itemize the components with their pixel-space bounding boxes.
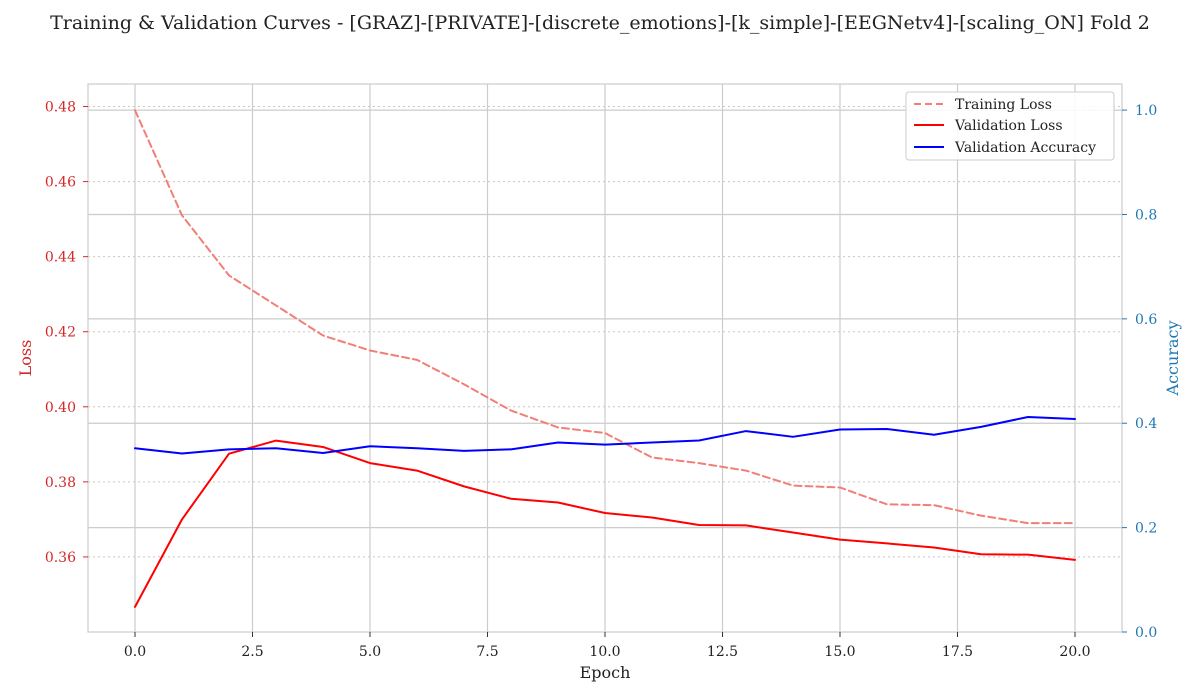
- y-left-tick-label: 0.36: [45, 550, 76, 566]
- x-tick-label: 17.5: [942, 644, 973, 660]
- x-axis-label: Epoch: [580, 663, 631, 682]
- legend-box: [905, 91, 1115, 161]
- legend: Training Loss Validation Loss Validation…: [905, 91, 1115, 161]
- y-left-tick-label: 0.48: [45, 100, 76, 116]
- axes-layer: 0.0 2.5 5.0 7.5 10.0 12.5 15.0 17.5 20.0 0.0 0.2 0.…: [45, 100, 1158, 660]
- x-tick-label: 0.0: [124, 644, 146, 660]
- y-right-tick-label: 0.4: [1135, 416, 1157, 432]
- legend-label-validation-loss: Validation Loss: [954, 118, 1063, 134]
- y-left-tick-label: 0.46: [45, 175, 76, 191]
- chart-title: Training & Validation Curves - [GRAZ]-[P…: [50, 12, 1150, 34]
- series-line-training-loss: [134, 109, 1076, 525]
- y-right-tick-label: 0.6: [1135, 312, 1157, 328]
- y-left-tick-label: 0.38: [45, 475, 76, 491]
- x-tick-label: 15.0: [824, 644, 855, 660]
- x-tick-label: 20.0: [1059, 644, 1090, 660]
- y-right-tick-label: 1.0: [1135, 103, 1157, 119]
- y-right-tick-label: 0.8: [1135, 207, 1157, 223]
- x-tick-label: 2.5: [241, 644, 263, 660]
- grid-layer: [88, 84, 1122, 632]
- x-tick-label: 7.5: [476, 644, 498, 660]
- series-line-validation-loss: [134, 439, 1076, 608]
- y-axis-left-label: Loss: [16, 340, 35, 377]
- series-layer: [134, 109, 1076, 608]
- y-right-tick-label: 0.2: [1135, 521, 1157, 537]
- y-left-tick-label: 0.42: [45, 325, 76, 341]
- y-left-tick-label: 0.40: [45, 400, 76, 416]
- x-tick-label: 12.5: [707, 644, 738, 660]
- y-axis-right-label: Accuracy: [1163, 321, 1182, 397]
- legend-label-training-loss: Training Loss: [955, 97, 1052, 113]
- y-right-tick-label: 0.0: [1135, 625, 1157, 641]
- x-tick-label: 10.0: [589, 644, 620, 660]
- series-line-validation-accuracy: [134, 415, 1076, 455]
- x-tick-label: 5.0: [359, 644, 381, 660]
- y-left-tick-label: 0.44: [45, 250, 76, 266]
- legend-label-validation-accuracy: Validation Accuracy: [954, 140, 1096, 156]
